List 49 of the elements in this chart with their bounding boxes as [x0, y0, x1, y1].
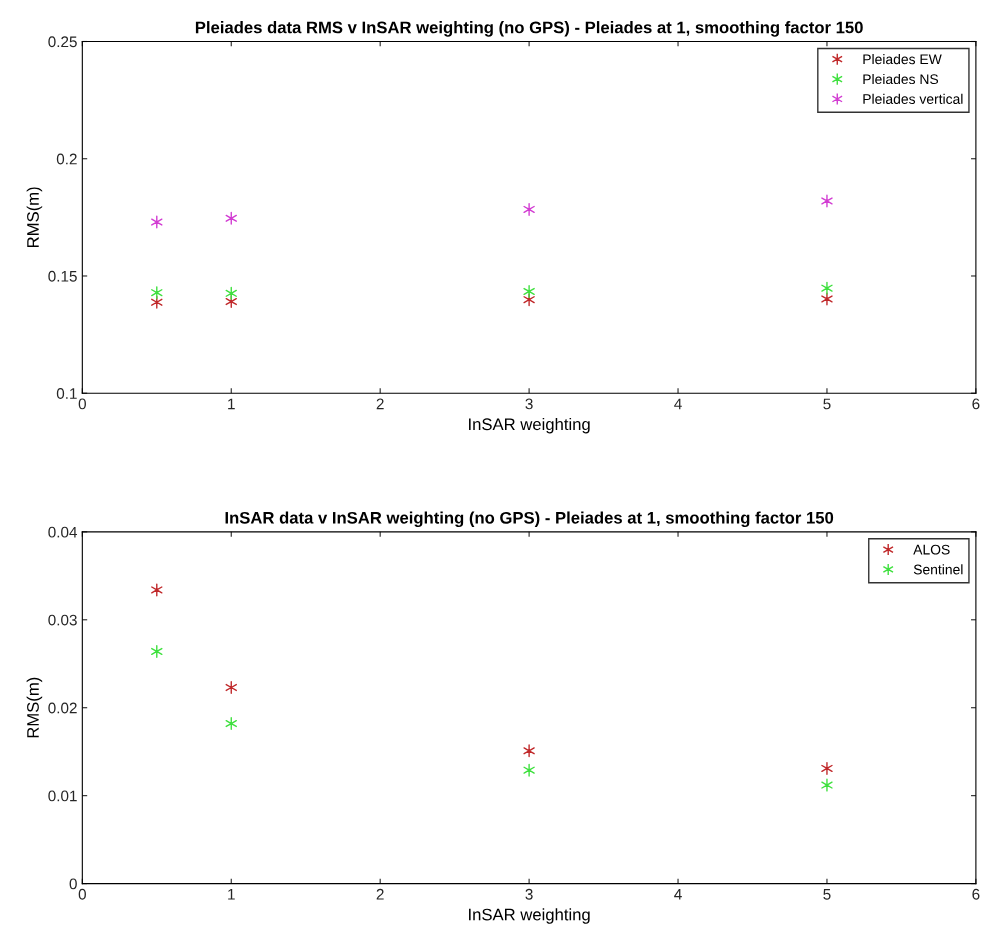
- point: [151, 286, 163, 300]
- x-tick-label: 3: [525, 398, 533, 410]
- point: [151, 583, 163, 597]
- point: [821, 778, 833, 792]
- y-tick-label: 0.02: [48, 702, 77, 714]
- legend-label: ALOS: [913, 544, 950, 555]
- point: [151, 215, 163, 229]
- x-tick-label: 3: [525, 888, 533, 900]
- x-tick-label: 4: [674, 889, 682, 900]
- point: [151, 644, 163, 658]
- y-tick-label: 0.2: [56, 153, 77, 165]
- y-tick-label: 0.01: [48, 790, 77, 802]
- point: [821, 194, 833, 208]
- y-tick-label: 0.25: [48, 36, 77, 48]
- y-tick-label: 0.15: [48, 270, 77, 282]
- point: [821, 761, 833, 775]
- point: [523, 763, 535, 777]
- point: [225, 717, 237, 731]
- legend-label: Sentinel: [913, 564, 963, 575]
- x-tick-label: 0: [78, 398, 86, 410]
- y-tick-label: 0.04: [48, 526, 78, 538]
- x-tick-label: 1: [228, 398, 235, 410]
- legend-label: Pleiades vertical: [863, 93, 963, 104]
- x-axis-title: InSAR weighting: [469, 908, 590, 924]
- x-tick-label: 5: [823, 398, 831, 410]
- legend-label: Pleiades NS: [863, 73, 939, 85]
- chart-title: InSAR data v InSAR weighting (no GPS) - Pleiades at 1, smoothing factor 150: [225, 511, 834, 528]
- x-tick-label: 2: [376, 398, 384, 410]
- y-tick-label: 0.03: [48, 614, 77, 626]
- x-axis-title: InSAR weighting: [469, 417, 590, 434]
- point: [225, 286, 237, 300]
- point: [523, 284, 535, 298]
- x-tick-label: 2: [376, 888, 384, 900]
- x-tick-label: 1: [228, 889, 235, 900]
- x-tick-label: 6: [972, 398, 980, 410]
- x-tick-label: 6: [972, 888, 980, 900]
- point: [821, 281, 833, 295]
- point: [225, 680, 237, 695]
- x-tick-label: 4: [674, 398, 682, 410]
- chart-title: Pleiades data RMS v InSAR weighting (no GPS) - Pleiades at 1, smoothing factor 150: [195, 21, 863, 37]
- point: [225, 211, 237, 225]
- x-tick-label: 5: [823, 889, 831, 900]
- x-tick-label: 0: [78, 888, 86, 900]
- y-axis-title: RMS(m): [26, 187, 43, 247]
- y-axis-title: RMS(m): [26, 677, 43, 738]
- y-tick-label: 0: [69, 878, 77, 890]
- point: [523, 744, 535, 758]
- y-tick-label: 0.1: [56, 388, 77, 399]
- point: [523, 202, 535, 216]
